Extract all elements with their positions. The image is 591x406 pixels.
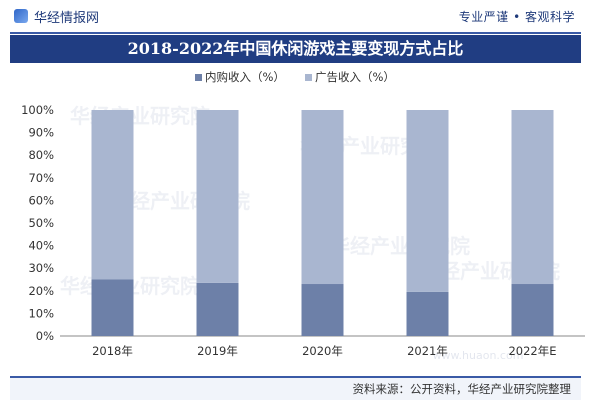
- watermark-text-3: 华经产业研究院: [330, 234, 470, 258]
- y-tick-label-2: 20%: [28, 284, 54, 298]
- top-divider: [10, 32, 581, 34]
- x-tick-label-3: 2021年: [407, 344, 448, 358]
- y-tick-label-0: 0%: [36, 329, 54, 343]
- bar-in-app-2: [301, 284, 344, 336]
- x-tick-label-0: 2018年: [92, 344, 133, 358]
- y-tick-label-4: 40%: [28, 239, 54, 253]
- stacked-bar-chart: 华经产业研究院华经产业研究院华经产业研究院华经产业研究院华经产业研究院华经产业研…: [21, 70, 585, 362]
- legend-swatch-1: [305, 74, 312, 81]
- y-tick-label-8: 80%: [28, 148, 54, 162]
- source-note: 资料来源：公开资料，华经产业研究院整理: [10, 376, 581, 400]
- legend-label-1: 广告收入（%）: [315, 70, 395, 84]
- bar-ads-4: [511, 110, 554, 285]
- y-tick-label-5: 50%: [28, 216, 54, 230]
- x-tick-label-4: 2022年E: [508, 344, 556, 358]
- watermark-url: www.huaon.com: [433, 349, 524, 362]
- bars: 2018年 2019年 2020年 2021年 2022年E: [91, 110, 557, 358]
- y-tick-label-6: 60%: [28, 193, 54, 207]
- bar-in-app-4: [511, 284, 554, 336]
- y-tick-label-10: 100%: [21, 103, 54, 117]
- bar-in-app-3: [406, 291, 449, 336]
- legend-swatch-0: [195, 74, 202, 81]
- brand: 华经情报网: [14, 7, 99, 26]
- watermark-text-0: 华经产业研究院: [70, 104, 210, 128]
- bar-ads-2: [301, 110, 344, 285]
- bar-in-app-1: [196, 282, 239, 336]
- y-tick-label-3: 30%: [28, 261, 54, 275]
- brand-logo-icon: [14, 9, 28, 23]
- chart-title: 2018-2022年中国休闲游戏主要变现方式占比: [10, 35, 581, 63]
- brand-name: 华经情报网: [34, 10, 100, 26]
- x-tick-label-2: 2020年: [302, 344, 343, 358]
- y-tick-label-7: 70%: [28, 171, 54, 185]
- bar-in-app-0: [91, 279, 134, 336]
- x-tick-label-1: 2019年: [197, 344, 238, 358]
- bar-ads-0: [91, 110, 134, 280]
- legend: 内购收入（%） 广告收入（%）: [195, 70, 395, 84]
- y-tick-label-9: 90%: [28, 126, 54, 140]
- legend-label-0: 内购收入（%）: [205, 70, 285, 84]
- bar-ads-1: [196, 110, 239, 283]
- slogan: 专业严谨 • 客观科学: [458, 9, 575, 24]
- y-tick-label-1: 10%: [28, 306, 54, 320]
- top-bar: 华经情报网 专业严谨 • 客观科学: [0, 0, 591, 32]
- axes: 0% 10% 20% 30% 40% 50% 60% 70% 80% 90% 100%: [21, 103, 585, 343]
- bar-ads-3: [406, 110, 449, 292]
